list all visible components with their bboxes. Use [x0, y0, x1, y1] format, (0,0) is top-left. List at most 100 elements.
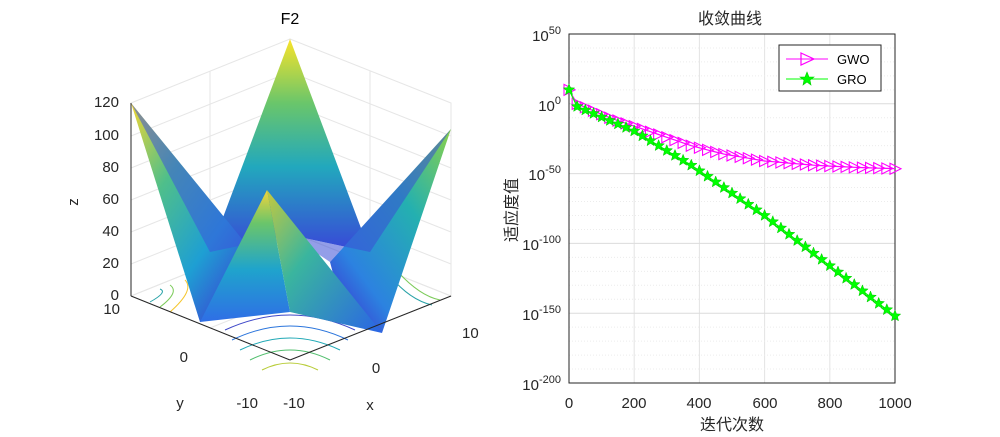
data-point: [880, 303, 894, 316]
data-point: [725, 186, 739, 199]
legend-label-gro: GRO: [837, 72, 867, 87]
surface: [131, 39, 451, 333]
data-point: [685, 139, 699, 153]
contour-2: [159, 284, 174, 308]
y-tick-base: 10: [522, 377, 539, 394]
data-point: [759, 154, 772, 168]
y-tick-label: -10: [236, 395, 258, 412]
x-axis-label: x: [366, 397, 374, 414]
surface-back-peak: [210, 39, 370, 252]
contour-8: [239, 337, 341, 351]
data-point: [603, 113, 617, 126]
data-point: [595, 110, 608, 123]
data-point: [815, 252, 829, 265]
contour-10: [261, 362, 319, 371]
data-point: [635, 129, 649, 142]
data-point: [798, 240, 812, 253]
z-tick-label: 100: [94, 127, 119, 144]
data-point: [839, 271, 853, 284]
y-tick-exponent: -50: [545, 164, 561, 176]
z-tick-label: 120: [94, 94, 119, 111]
y-tick-exponent: 50: [549, 25, 561, 37]
data-point: [693, 141, 707, 155]
plot-frame: [568, 33, 896, 384]
y-ticks: 1050 100 10-50 10-100 10-150 10-200: [522, 25, 561, 394]
data-point: [790, 233, 804, 247]
data-point: [824, 159, 838, 173]
x-tick-label: 10: [462, 325, 479, 342]
data-point: [611, 117, 625, 130]
x-tick-label: 0: [565, 395, 573, 412]
data-point: [750, 153, 764, 167]
data-point: [782, 227, 796, 240]
x-tick-label: 600: [752, 395, 777, 412]
y-tick-label: 10-50: [528, 164, 561, 184]
data-point: [578, 103, 592, 116]
data-point: [864, 290, 877, 303]
y-axis-label: y: [176, 395, 184, 412]
data-point: [881, 162, 895, 175]
legend-marker-gwo: [800, 52, 816, 66]
x-tick-label: 0: [372, 360, 380, 377]
series-gro: [562, 83, 902, 322]
data-point: [888, 309, 902, 322]
y-tick-label: 100: [538, 95, 561, 115]
series-gwo: [563, 83, 903, 176]
data-point: [767, 155, 780, 169]
series-line: [568, 89, 896, 170]
contour-7: [231, 325, 349, 341]
x-tick-label: 200: [621, 395, 646, 412]
z-ticks: 0 20 40 60 80 100 120: [94, 94, 119, 304]
z-tick-label: 80: [102, 159, 119, 176]
data-point: [791, 157, 805, 171]
data-point: [587, 106, 600, 119]
y-axis-label: 适应度值: [502, 178, 521, 242]
data-point: [660, 143, 674, 156]
data-point: [742, 151, 756, 165]
data-point: [709, 175, 723, 188]
axis-lines: [130, 103, 452, 361]
data-point: [717, 180, 731, 193]
surface-right-wing: [330, 129, 451, 333]
data-point: [873, 161, 886, 175]
data-point: [889, 162, 903, 176]
data-point: [865, 161, 878, 175]
series-layer: [562, 83, 903, 322]
data-point: [741, 197, 755, 210]
data-point: [774, 221, 788, 234]
data-point: [653, 128, 666, 141]
surface-front-peak-right: [267, 190, 382, 333]
data-point: [840, 160, 854, 174]
data-point: [627, 124, 641, 137]
convergence-plot: 收敛曲线 1050 100 10-50 10-100 10-150 10-200…: [502, 9, 912, 434]
y-ticks: 10 0 -10: [103, 301, 258, 412]
legend-marker-gro: [799, 71, 815, 86]
data-point: [750, 203, 763, 216]
contour-9: [249, 349, 331, 361]
data-point: [832, 160, 846, 173]
surface-title: F2: [281, 11, 300, 28]
contour-5: [397, 271, 441, 301]
y-tick-base: 10: [522, 307, 539, 324]
surface-right-valley: [290, 129, 451, 262]
data-point: [856, 284, 869, 297]
y-tick-label: 10-150: [522, 304, 561, 324]
x-axis-line: [289, 295, 452, 361]
data-point: [807, 246, 820, 259]
z-tick-label: 0: [111, 287, 119, 304]
data-point: [684, 158, 698, 171]
data-point: [619, 120, 633, 133]
data-point: [766, 215, 780, 228]
y-tick-exponent: -150: [539, 304, 561, 316]
x-tick-label: 400: [686, 395, 711, 412]
y-tick-label: 10-100: [522, 234, 561, 254]
y-tick-exponent: -100: [539, 234, 561, 246]
data-point: [669, 133, 683, 147]
data-point: [734, 150, 748, 164]
data-point: [783, 156, 797, 170]
data-point: [807, 158, 821, 172]
x-axis-label: 迭代次数: [700, 415, 764, 434]
convergence-title: 收敛曲线: [698, 9, 762, 28]
legend-box: [778, 44, 882, 92]
